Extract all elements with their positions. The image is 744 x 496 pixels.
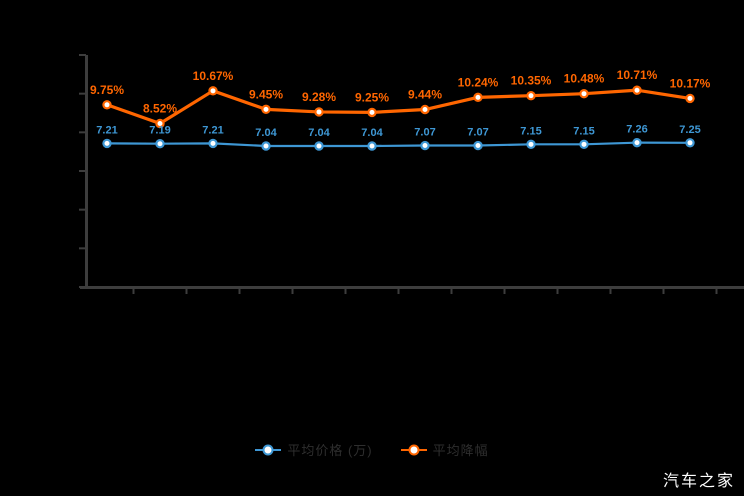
average-price-data-point[interactable] [579,139,589,150]
average-price-point-label: 7.26 [626,124,647,136]
average-price-point-label: 7.07 [467,127,488,139]
average-price-data-point[interactable] [367,141,377,151]
average-price-point-label: 7.15 [520,125,541,137]
average-discount-point-label: 9.45% [249,87,283,101]
average-discount-line [105,88,692,126]
average-price-data-point[interactable] [632,137,642,148]
average-price-point-label: 7.07 [414,127,435,139]
average-price-point-label: 7.19 [149,125,170,137]
average-discount-point-label: 10.48% [564,72,605,86]
legend-label-average-discount: 平均降幅 [432,443,489,458]
average-price-data-point[interactable] [314,141,324,151]
trend-line-chart: 9.75% 8.52% 10.67% 9.45% 9.28% 9.25% 9.44% 10.2… [79,54,744,294]
average-discount-data-point[interactable] [261,104,271,115]
average-discount-data-point[interactable] [155,118,165,129]
legend-label-average-price: 平均价格 (万) [287,443,373,458]
average-discount-point-label: 10.35% [511,74,552,88]
average-price-data-point[interactable] [261,141,271,151]
average-price-line [105,141,692,148]
average-discount-point-label: 9.44% [408,88,442,102]
average-discount-data-point[interactable] [632,85,642,95]
average-discount-data-point[interactable] [208,86,218,96]
average-discount-point-label: 10.24% [458,75,499,89]
average-price-data-point[interactable] [420,140,430,151]
average-price-data-point[interactable] [473,140,483,151]
average-price-data-point[interactable] [208,138,218,149]
average-price-data-point[interactable] [685,138,695,148]
average-discount-data-point[interactable] [473,92,483,103]
average-price-data-point[interactable] [155,139,165,149]
legend-item-average-price[interactable]: 平均价格 (万) [255,440,372,459]
average-price-point-label: 7.04 [308,127,330,139]
average-discount-data-point[interactable] [102,100,112,110]
orange-line-circle-marker-icon [400,444,427,455]
average-price-data-point[interactable] [526,139,536,150]
average-price-point-label: 7.25 [679,124,700,136]
legend-item-average-discount[interactable]: 平均降幅 [400,440,489,459]
average-price-point-label: 7.04 [361,127,383,139]
chart-legend: 平均价格 (万) 平均降幅 [0,440,744,459]
average-discount-data-point[interactable] [579,89,589,99]
autohome-watermark: 汽车之家 [662,473,735,490]
blue-line-circle-marker-icon [255,444,282,455]
average-discount-point-label: 10.71% [617,68,658,82]
average-price-point-label: 7.15 [573,125,594,137]
average-discount-data-point[interactable] [526,90,536,101]
average-discount-point-label: 8.52% [143,101,177,115]
average-discount-data-point[interactable] [420,104,430,115]
average-price-point-label: 7.21 [96,124,117,136]
average-discount-data-point[interactable] [367,107,377,118]
average-discount-data-point[interactable] [685,93,695,104]
average-discount-point-label: 10.67% [193,69,234,83]
average-price-point-label: 7.21 [202,124,223,136]
average-price-point-label: 7.04 [255,127,277,139]
average-discount-data-point[interactable] [314,107,324,117]
average-discount-point-label: 10.17% [670,76,711,90]
average-discount-point-label: 9.28% [302,90,336,104]
average-discount-point-label: 9.25% [355,90,389,104]
average-discount-point-label: 9.75% [90,83,124,97]
average-price-data-point[interactable] [102,138,112,149]
